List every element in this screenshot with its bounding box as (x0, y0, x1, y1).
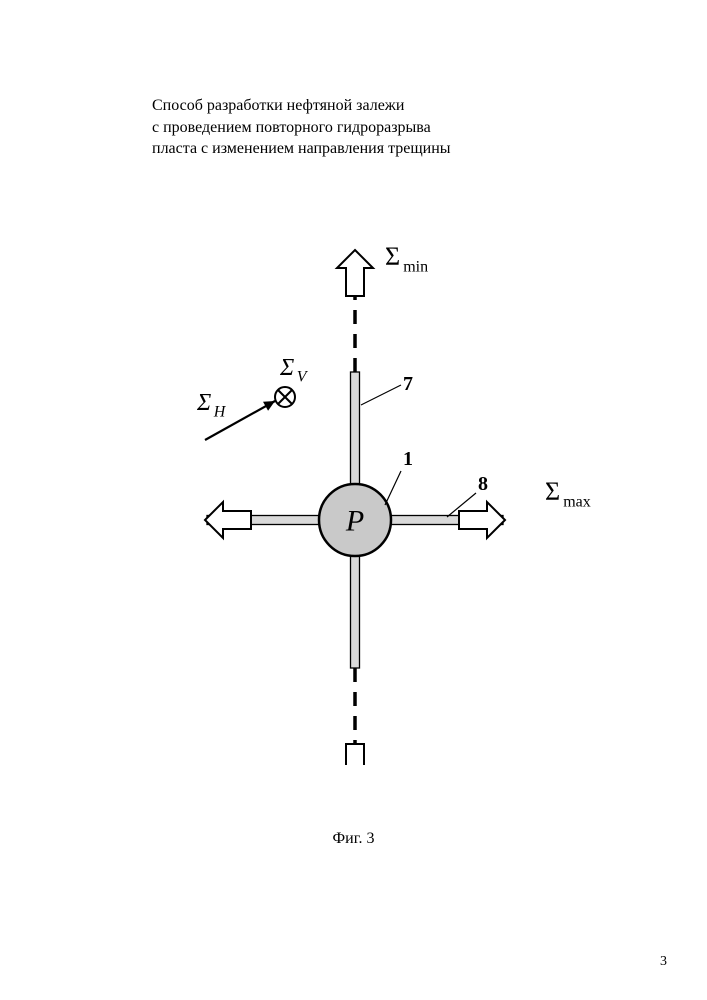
number-label-8: 8 (478, 473, 488, 495)
fracture-bar-bottom (351, 556, 360, 668)
page-number: 3 (660, 954, 667, 970)
figure-caption: Фиг. 3 (0, 830, 707, 848)
arrow-sigma-max-right (459, 502, 505, 538)
label-sigma-min: Σmin (385, 242, 428, 275)
arrow-sigma-min-bottom (337, 744, 373, 765)
title-line-1: Способ разработки нефтяной залежи (152, 95, 451, 117)
svg-text:Σ: Σ (385, 242, 400, 271)
label-sigma-v: ΣV (279, 355, 309, 385)
title-line-2: с проведением повторного гидроразрыва (152, 117, 451, 139)
title-block: Способ разработки нефтяной залежи с пров… (152, 95, 451, 160)
leader-line-1 (385, 471, 401, 505)
stress-diagram: PΣminΣmaxΣHΣV178 (85, 225, 625, 765)
number-label-7: 7 (403, 373, 413, 395)
fracture-bar-top (351, 372, 360, 484)
leader-line-7 (361, 385, 401, 405)
arrow-sigma-max-left (205, 502, 251, 538)
svg-text:Σ: Σ (196, 390, 211, 416)
arrow-sigma-min-top (337, 250, 373, 296)
svg-text:max: max (563, 493, 591, 510)
svg-text:H: H (213, 403, 227, 420)
title-line-3: пласта с изменением направления трещины (152, 138, 451, 160)
label-sigma-max: Σmax (545, 477, 591, 510)
svg-text:min: min (403, 258, 428, 275)
svg-text:Σ: Σ (545, 477, 560, 506)
svg-text:Σ: Σ (279, 355, 294, 381)
wellbore-label: P (345, 505, 364, 538)
label-sigma-h: ΣH (196, 390, 227, 420)
svg-text:V: V (297, 368, 309, 385)
number-label-1: 1 (403, 448, 413, 470)
